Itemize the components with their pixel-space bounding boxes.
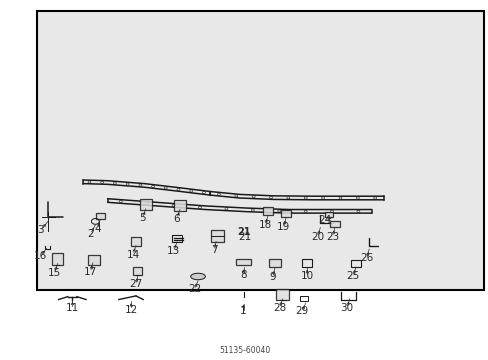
Bar (171, 235, 182, 242)
Bar (96, 213, 104, 219)
Bar (130, 237, 141, 246)
Bar (140, 199, 151, 210)
Text: 9: 9 (269, 272, 276, 282)
Bar (329, 221, 339, 227)
Bar (37, 11, 483, 290)
Text: 25: 25 (346, 271, 359, 281)
Text: 27: 27 (129, 279, 142, 289)
Text: 8: 8 (240, 270, 246, 280)
Text: 15: 15 (48, 267, 61, 278)
Text: 23: 23 (325, 231, 339, 242)
Bar (300, 296, 307, 301)
Text: 20: 20 (311, 232, 324, 242)
Text: 22: 22 (187, 284, 201, 294)
Bar (325, 212, 332, 217)
Text: 18: 18 (258, 220, 271, 230)
Bar (133, 267, 142, 275)
Bar (275, 289, 289, 300)
Text: 13: 13 (166, 246, 180, 256)
Bar (268, 259, 281, 267)
Text: 5: 5 (139, 213, 146, 223)
Text: 17: 17 (83, 267, 97, 277)
Text: 2: 2 (87, 229, 94, 239)
Text: 30: 30 (340, 303, 353, 313)
Text: 51135-60040: 51135-60040 (219, 346, 269, 355)
Text: 14: 14 (126, 249, 140, 260)
Bar (211, 230, 224, 242)
Text: 11: 11 (65, 303, 79, 313)
Text: 6: 6 (173, 213, 180, 224)
Bar (52, 253, 63, 265)
Text: 26: 26 (359, 253, 373, 263)
Bar (88, 255, 100, 265)
Text: 12: 12 (124, 305, 138, 315)
Text: 19: 19 (276, 222, 290, 232)
Text: 24: 24 (318, 215, 331, 225)
Text: 3: 3 (37, 225, 44, 235)
Bar (350, 260, 360, 267)
Text: 7: 7 (210, 245, 217, 255)
Bar (262, 207, 273, 215)
Ellipse shape (190, 273, 205, 280)
Text: 4: 4 (94, 224, 101, 234)
Text: 10: 10 (300, 271, 313, 282)
Bar (236, 259, 250, 265)
Text: 29: 29 (295, 306, 308, 316)
Bar (281, 210, 290, 217)
Text: 21: 21 (237, 227, 251, 237)
Bar (173, 200, 185, 211)
Bar (301, 259, 312, 267)
Text: 21: 21 (237, 232, 251, 242)
Text: 1: 1 (240, 306, 246, 316)
Text: 16: 16 (34, 251, 47, 261)
Text: 28: 28 (272, 303, 286, 313)
